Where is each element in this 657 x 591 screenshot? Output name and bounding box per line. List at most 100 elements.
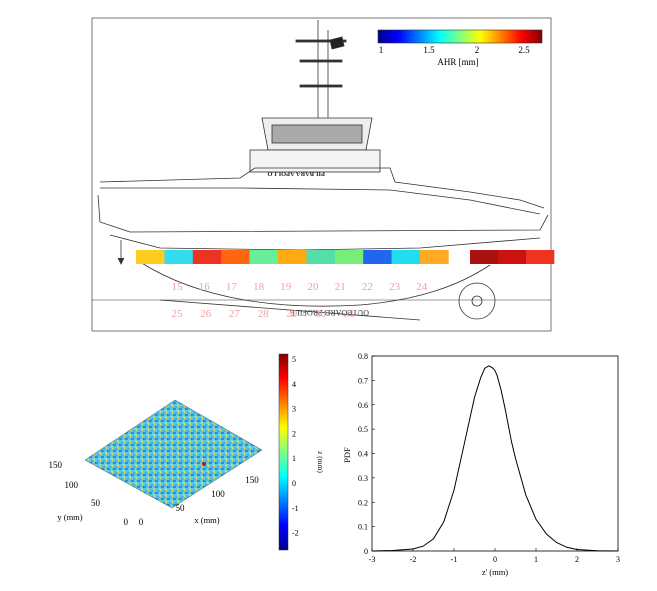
x-tick-100: 100 — [211, 489, 225, 499]
pdf-y-tick-0: 0 — [364, 547, 368, 556]
pdf-y-tick-0.2: 0.2 — [358, 498, 368, 507]
region-block-22 — [334, 250, 364, 264]
pdf-x-tick-0: 0 — [493, 555, 497, 564]
surface-hotspot — [202, 462, 206, 466]
hull-bottom — [139, 261, 491, 307]
mast-crossbar — [295, 39, 347, 43]
region-label-31: 31 — [344, 308, 355, 320]
stem-arrow-head — [117, 257, 125, 265]
pdf-y-tick-0.5: 0.5 — [358, 425, 368, 434]
x-tick-0: 0 — [139, 517, 144, 527]
region-label-15: 15 — [172, 281, 184, 293]
pdf-y-tick-0.4: 0.4 — [358, 450, 368, 459]
region-block-20 — [278, 250, 307, 264]
propeller — [458, 282, 496, 320]
z-colorbar-ticks: 5 4 3 2 1 0 -1 -2 — [292, 355, 299, 538]
x-axis-label: x (mm) — [194, 515, 219, 525]
pdf-x-tick--3: -3 — [369, 555, 376, 564]
z-tick-0: 0 — [292, 479, 296, 488]
stern-block-2 — [526, 250, 555, 264]
region-block-16 — [164, 250, 194, 264]
z-tick-5: 5 — [292, 355, 296, 364]
region-block-19 — [249, 250, 279, 264]
z-tick--2: -2 — [292, 529, 299, 538]
stern-blocks — [470, 250, 555, 264]
stern-block-1 — [498, 250, 527, 264]
region-label-28: 28 — [258, 308, 270, 320]
pdf-y-tick-0.8: 0.8 — [358, 352, 368, 361]
stern-block-0 — [470, 250, 499, 264]
z-tick-1: 1 — [292, 454, 296, 463]
pdf-y-tick-0.6: 0.6 — [358, 401, 368, 410]
mast-crossbar-3 — [299, 84, 343, 88]
region-block-23 — [363, 250, 392, 264]
pdf-y-ticks: 0 0.1 0.2 0.3 0.4 0.5 0.6 0.7 0.8 — [358, 352, 375, 556]
pdf-x-axis-label: z' (mm) — [482, 567, 508, 577]
region-label-20: 20 — [308, 281, 320, 293]
surface-plane — [84, 399, 263, 509]
region-label-17: 17 — [226, 281, 238, 293]
region-label-27: 27 — [229, 308, 241, 320]
hull-keel — [159, 299, 421, 321]
mast-crossbar-2 — [299, 59, 343, 63]
region-block-24 — [391, 250, 421, 264]
region-label-18: 18 — [253, 281, 265, 293]
region-labels-bottom: 25 26 27 28 29 30 31 — [172, 308, 355, 320]
bulwark — [100, 187, 541, 215]
region-block-21 — [306, 250, 336, 264]
pdf-curve — [371, 365, 619, 552]
region-label-23: 23 — [389, 281, 401, 293]
propeller-hub — [471, 295, 483, 307]
region-label-21: 21 — [335, 281, 346, 293]
pdf-y-tick-0.1: 0.1 — [358, 523, 368, 532]
region-label-26: 26 — [200, 308, 212, 320]
panel-a: 1 1.5 2 2.5 AHR [mm] — [91, 17, 555, 332]
region-label-25: 25 — [172, 308, 184, 320]
z-tick--1: -1 — [292, 504, 299, 513]
ahr-tick-1: 1 — [379, 45, 384, 55]
pdf-x-tick-2: 2 — [575, 555, 579, 564]
pdf-x-tick-1: 1 — [534, 555, 538, 564]
region-label-24: 24 — [416, 281, 428, 293]
region-label-16: 16 — [199, 281, 211, 293]
z-colorbar-label: z (mm) — [316, 451, 325, 473]
y-tick-100: 100 — [65, 480, 79, 490]
z-colorbar — [278, 353, 289, 551]
pdf-y-tick-0.7: 0.7 — [358, 376, 368, 385]
region-label-30: 30 — [315, 308, 327, 320]
hull-deck — [97, 194, 549, 233]
y-tick-50: 50 — [91, 498, 101, 508]
region-label-29: 29 — [286, 308, 298, 320]
z-tick-4: 4 — [292, 380, 296, 389]
pdf-plot-area — [371, 355, 619, 552]
panel-a-frame — [91, 17, 552, 332]
pdf-x-tick--2: -2 — [410, 555, 417, 564]
ahr-colorbar-gradient — [377, 29, 543, 44]
wheelhouse-windows — [271, 124, 363, 144]
ahr-colorbar-label: AHR [mm] — [437, 57, 478, 67]
y-axis-label: y (mm) — [57, 512, 82, 522]
wheelhouse-base — [249, 149, 381, 173]
region-block-18 — [221, 250, 250, 264]
region-block-24b — [420, 250, 449, 264]
region-block-15 — [136, 250, 165, 264]
x-tick-150: 150 — [245, 475, 259, 485]
ahr-colorbar: 1 1.5 2 2.5 AHR [mm] — [377, 29, 543, 67]
ship-drawing — [92, 20, 551, 321]
pdf-x-tick--1: -1 — [451, 555, 458, 564]
panel-c: -3 -2 -1 0 1 2 3 0 0.1 0.2 0.3 0.4 0.5 0.6 0.7 0.8 z' … — [342, 352, 620, 577]
pdf-x-ticks: -3 -2 -1 0 1 2 3 — [369, 548, 620, 564]
ahr-tick-2-5: 2.5 — [518, 45, 530, 55]
drawing-caption: OUTBOARD PROFILE — [290, 308, 369, 317]
pdf-y-axis-label: PDF — [342, 447, 352, 463]
region-block-17 — [192, 250, 222, 264]
pdf-x-tick-3: 3 — [616, 555, 620, 564]
region-labels-top: 15 16 17 18 19 20 21 22 23 24 — [172, 281, 428, 293]
region-label-22: 22 — [362, 281, 373, 293]
ahr-tick-1-5: 1.5 — [423, 45, 435, 55]
y-tick-0: 0 — [124, 517, 129, 527]
region-label-19: 19 — [280, 281, 292, 293]
panel-b: 150 100 50 0 y (mm) 0 50 100 150 x (mm) … — [49, 353, 325, 551]
ahr-tick-2: 2 — [475, 45, 480, 55]
